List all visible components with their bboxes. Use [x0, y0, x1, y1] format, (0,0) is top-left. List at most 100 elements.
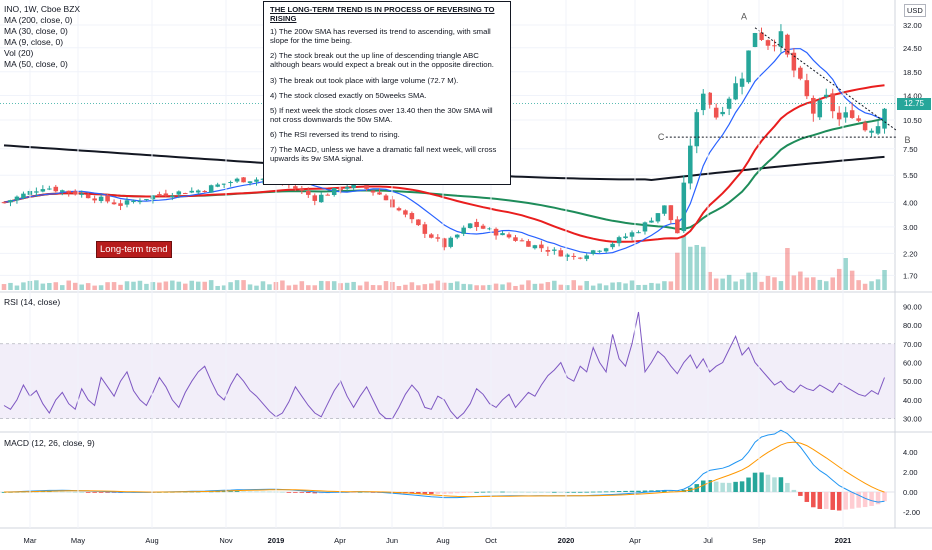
macd-histogram-bar	[364, 491, 369, 493]
volume-bar	[306, 285, 311, 290]
volume-bar	[571, 280, 577, 290]
volume-bar	[739, 279, 745, 290]
candle-body	[642, 222, 648, 232]
macd-histogram-bar	[241, 491, 246, 493]
volume-bar	[629, 280, 635, 290]
volume-bar	[377, 285, 382, 290]
symbol-title[interactable]: INO, 1W, Cboe BZX	[4, 4, 81, 14]
legend-volume[interactable]: Vol (20)	[4, 48, 34, 58]
volume-bar	[40, 283, 46, 290]
legend-sma50[interactable]: MA (50, close, 0)	[4, 59, 68, 69]
macd-histogram-bar	[785, 482, 790, 492]
rsi-label[interactable]: RSI (14, close)	[4, 297, 61, 307]
macd-histogram-bar	[247, 491, 253, 493]
volume-bar	[461, 283, 466, 290]
volume-bar	[849, 270, 855, 290]
candle-body	[306, 190, 311, 195]
macd-histogram-bar	[603, 491, 609, 493]
candle-body	[862, 122, 868, 131]
macd-histogram-bar	[668, 490, 674, 492]
macd-histogram-bar	[53, 491, 59, 493]
volume-bar	[183, 283, 188, 290]
candle-body	[163, 193, 169, 196]
macd-histogram-bar	[409, 492, 415, 494]
macd-histogram-bar	[610, 491, 615, 493]
triangle-label-a: A	[741, 12, 747, 22]
macd-histogram-bar	[811, 492, 816, 508]
rsi-band	[0, 343, 895, 419]
candle-body	[694, 112, 700, 147]
volume-bar	[34, 280, 39, 290]
macd-histogram-bar	[843, 492, 848, 510]
candle-body	[370, 190, 376, 193]
legend-sma9[interactable]: MA (9, close, 0)	[4, 37, 64, 47]
candle-body	[66, 190, 72, 193]
candle-body	[688, 145, 693, 184]
note-title: THE LONG-TERM TREND IS IN PROCESS OF REV…	[270, 5, 495, 24]
macd-histogram-bar	[357, 491, 363, 493]
candle-body	[882, 108, 887, 129]
candle-body	[584, 255, 589, 259]
macd-histogram-bar	[293, 492, 298, 493]
candle-body	[765, 40, 771, 46]
long-term-trend-badge: Long-term trend	[96, 241, 172, 258]
macd-histogram-bar	[642, 490, 648, 492]
candle-body	[616, 237, 622, 244]
candle-body	[293, 186, 298, 189]
volume-bar	[791, 275, 797, 290]
macd-histogram-bar	[791, 489, 797, 492]
candle-body	[157, 194, 162, 196]
volume-bar	[8, 282, 13, 290]
volume-bar	[118, 284, 123, 290]
macd-histogram-bar	[565, 491, 570, 493]
candle-body	[668, 205, 674, 221]
volume-bar	[830, 277, 835, 290]
candle-body	[85, 194, 91, 199]
currency-badge[interactable]: USD	[904, 4, 926, 17]
candle-body	[707, 92, 712, 105]
candle-body	[539, 244, 544, 249]
volume-bar	[299, 281, 305, 290]
volume-bar	[170, 280, 175, 290]
indicator-legend[interactable]: INO, 1W, Cboe BZX MA (200, close, 0) MA …	[4, 4, 80, 70]
volume-bar	[694, 245, 700, 290]
candle-body	[791, 52, 797, 71]
candle-body	[746, 50, 751, 83]
volume-bar	[1, 284, 7, 290]
time-tick-label: 2019	[268, 536, 285, 545]
macd-histogram-bar	[849, 492, 855, 509]
macd-histogram-bar	[493, 491, 499, 493]
volume-bar	[331, 281, 337, 290]
candle-body	[98, 196, 104, 202]
legend-sma30[interactable]: MA (30, close, 0)	[4, 26, 68, 36]
macd-histogram-bar	[772, 477, 777, 492]
candle-body	[597, 250, 602, 252]
volume-bar	[513, 285, 518, 290]
rsi-line	[3, 311, 885, 420]
candle-body	[189, 190, 195, 193]
macd-histogram-bar	[584, 491, 589, 493]
macd-label[interactable]: MACD (12, 26, close, 9)	[4, 438, 95, 448]
volume-bar	[234, 280, 240, 290]
volume-bar	[785, 248, 790, 290]
price-tick-label: 10.50	[903, 116, 922, 125]
macd-histogram-bar	[552, 491, 557, 493]
candle-body	[610, 243, 615, 248]
candle-body	[675, 219, 680, 234]
candle-body	[759, 32, 764, 40]
candle-body	[798, 67, 803, 79]
candle-body	[34, 191, 39, 193]
volume-bar	[597, 283, 602, 290]
time-tick-label: 2020	[558, 536, 575, 545]
time-tick-label: Apr	[629, 536, 641, 545]
candle-body	[247, 181, 253, 183]
time-tick-label: Jul	[703, 536, 713, 545]
macd-tick-label: 0.00	[903, 488, 918, 497]
triangle-label-b: B	[905, 135, 911, 145]
volume-bar	[584, 281, 589, 290]
legend-sma200[interactable]: MA (200, close, 0)	[4, 15, 73, 25]
time-tick-label: Apr	[334, 536, 346, 545]
candle-body	[467, 223, 473, 229]
macd-histogram-bar	[526, 491, 531, 493]
candle-body	[40, 189, 46, 192]
